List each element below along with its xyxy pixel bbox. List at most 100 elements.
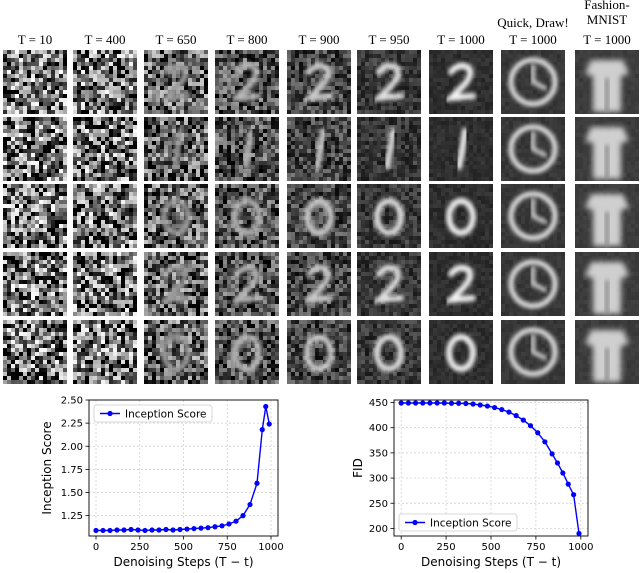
sample-tile [575, 117, 639, 181]
data-point [219, 523, 225, 529]
data-point [513, 413, 519, 419]
x-tick-label: 1000 [258, 542, 283, 553]
data-point [226, 521, 232, 527]
sample-tile [215, 184, 279, 248]
sample-tile [3, 184, 67, 248]
sample-tile [215, 50, 279, 114]
data-point [456, 400, 462, 406]
data-point [247, 501, 253, 508]
sample-tile [144, 117, 208, 181]
sample-tile [501, 320, 565, 384]
sample-tile [215, 117, 279, 181]
column-dataset-label: Fashion- [584, 0, 630, 12]
sample-tile [73, 320, 137, 384]
legend-marker [412, 519, 418, 526]
legend-label: Inception Score [430, 517, 512, 529]
data-point [114, 527, 120, 533]
sample-tile [144, 252, 208, 316]
sample-tile [575, 252, 639, 316]
sample-tile [3, 117, 67, 181]
data-point [484, 403, 491, 409]
x-tick-label: 500 [481, 542, 500, 553]
data-point [549, 451, 555, 457]
y-tick-label: 1.75 [61, 465, 83, 476]
y-tick-label: 250 [369, 499, 388, 510]
sample-tile [73, 252, 137, 316]
data-point [156, 527, 162, 533]
sample-tile [357, 184, 421, 248]
y-tick-label: 2.25 [61, 419, 83, 430]
data-point [565, 481, 571, 487]
sample-tile [215, 320, 279, 384]
sample-tile [3, 50, 67, 114]
sample-tile [73, 50, 137, 114]
data-point [434, 400, 440, 406]
metrics-charts: 0 250 500 750 1000 1.25 1.50 1.75 2.00 2.25 2.50 De… [40, 396, 594, 570]
sample-tile [429, 252, 493, 316]
x-tick-label: 250 [437, 542, 456, 553]
sample-tile [357, 117, 421, 181]
fid-chart: 0 250 500 750 1000 200 250 300 350 400 450 Denoisin… [351, 398, 594, 569]
sample-tile [429, 117, 493, 181]
data-point [470, 401, 476, 407]
column-timestep-label: T = 400 [84, 32, 125, 47]
data-point [212, 524, 218, 530]
data-point [135, 527, 141, 533]
sample-tile [357, 50, 421, 114]
data-point [571, 492, 577, 498]
data-point [520, 417, 526, 423]
column-dataset-label: MNIST [587, 12, 628, 27]
data-point [527, 423, 534, 429]
x-tick-label: 1000 [568, 542, 593, 553]
data-point [441, 400, 447, 406]
data-point [142, 527, 148, 534]
sample-tile [575, 50, 639, 114]
data-point [405, 400, 411, 406]
sample-tile [501, 184, 565, 248]
x-tick-label: 750 [526, 542, 545, 553]
x-tick-label: 750 [218, 542, 237, 553]
sample-tile [73, 184, 137, 248]
data-point [254, 480, 260, 486]
inception-score-chart: 0 250 500 750 1000 1.25 1.50 1.75 2.00 2.25 2.50 De… [40, 396, 284, 570]
x-tick-label: 500 [174, 542, 193, 553]
legend: Inception Score [93, 404, 213, 423]
data-point [420, 400, 426, 406]
series-line [96, 406, 270, 532]
data-point [191, 525, 197, 532]
data-point [149, 527, 155, 533]
x-tick-label: 250 [130, 542, 149, 553]
data-point [198, 525, 204, 531]
column-timestep-label: T = 900 [298, 32, 339, 47]
y-tick-label: 300 [369, 474, 388, 485]
sample-tile [144, 320, 208, 384]
x-tick-label: 0 [93, 542, 99, 553]
data-point [448, 400, 455, 406]
sample-tile [287, 252, 351, 316]
column-timestep-label: T = 1000 [437, 32, 485, 47]
y-tick-label: 400 [369, 423, 388, 434]
column-timestep-label: T = 1000 [509, 32, 557, 47]
data-point [233, 518, 239, 524]
data-point [205, 525, 211, 531]
y-tick-label: 2.50 [61, 396, 83, 407]
column-timestep-label: T = 1000 [583, 32, 631, 47]
y-axis-label: FID [351, 458, 365, 478]
data-point [542, 439, 548, 445]
sample-tile [575, 320, 639, 384]
y-tick-label: 350 [369, 448, 388, 459]
data-point [170, 527, 176, 533]
data-point [240, 513, 246, 519]
sample-tile [575, 184, 639, 248]
sample-tile [429, 320, 493, 384]
data-point [535, 430, 541, 436]
data-point [412, 400, 419, 406]
y-tick-label: 1.50 [61, 488, 83, 499]
data-point [177, 526, 183, 533]
data-point [427, 400, 433, 406]
column-timestep-label: T = 10 [18, 32, 53, 47]
sample-tile [287, 50, 351, 114]
data-point [576, 530, 582, 537]
data-point [128, 526, 134, 533]
legend-marker [107, 410, 113, 417]
